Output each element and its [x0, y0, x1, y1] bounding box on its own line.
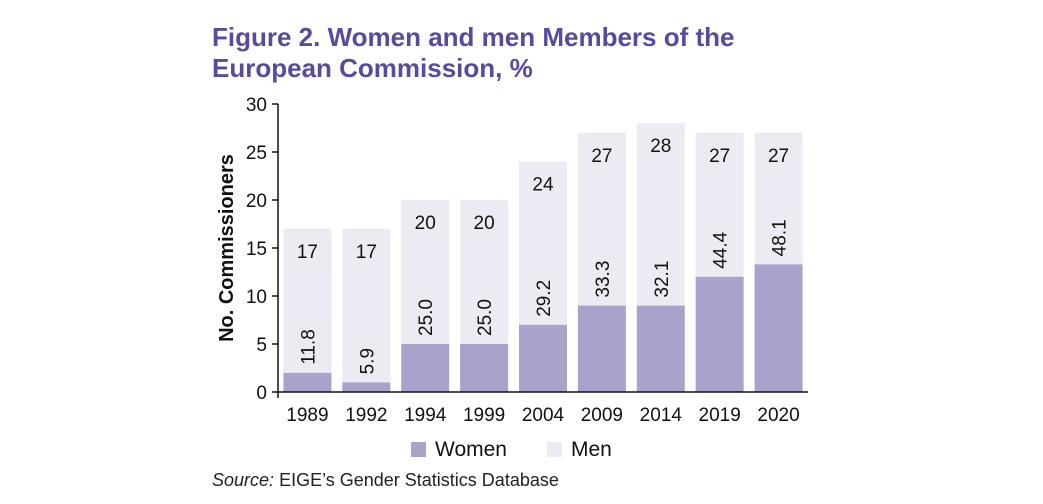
x-tick-label-2014: 2014: [640, 405, 683, 426]
bar-men-1999: [460, 200, 509, 344]
total-label-2009: 27: [591, 146, 612, 167]
y-tick-label-5: 5: [256, 335, 267, 356]
y-axis: 0 5 10 15 20 25 30: [246, 95, 808, 404]
y-tick-label-25: 25: [246, 143, 267, 164]
women-pct-label-2004: 29.2: [534, 280, 555, 317]
bar-women-1999: [460, 344, 509, 392]
bar-men-1994: [401, 200, 450, 344]
legend-label-women: Women: [435, 438, 507, 461]
women-pct-label-2014: 32.1: [652, 261, 673, 298]
total-label-2019: 27: [709, 146, 730, 167]
legend-label-men: Men: [571, 438, 612, 461]
total-label-2014: 28: [650, 136, 671, 157]
legend-swatch-women: [411, 442, 426, 457]
total-label-1992: 17: [356, 242, 377, 263]
source-text: EIGE’s Gender Statistics Database: [279, 470, 559, 490]
bar-men-2020: [754, 132, 803, 265]
women-pct-label-1989: 11.8: [298, 329, 319, 365]
chart-title: Figure 2. Women and men Members of the E…: [212, 22, 735, 83]
x-tick-label-1999: 1999: [463, 405, 505, 426]
women-pct-label-1999: 25.0: [475, 299, 496, 336]
bar-men-2004: [519, 161, 567, 325]
source-label: Source:: [212, 470, 275, 490]
x-tick-label-2020: 2020: [757, 405, 799, 426]
women-pct-label-1992: 5.9: [357, 348, 378, 374]
x-tick-label-2004: 2004: [522, 405, 565, 426]
bar-men-2019: [695, 132, 744, 277]
total-label-1999: 20: [474, 213, 495, 234]
bar-women-1989: [283, 372, 332, 392]
bar-men-1989: [283, 228, 332, 373]
bar-women-2020: [754, 264, 803, 392]
bars-group: 17 11.8 1989 17 5.9 1992 20 25.0 1994 20 25.0 1999 2…: [283, 123, 803, 426]
bar-women-2004: [519, 324, 567, 392]
bar-women-1994: [401, 344, 450, 392]
women-pct-label-2019: 44.4: [711, 231, 732, 268]
x-tick-label-2009: 2009: [581, 405, 623, 426]
x-tick-label-1992: 1992: [345, 405, 387, 426]
y-tick-label-20: 20: [246, 191, 267, 212]
bar-men-2009: [577, 132, 626, 306]
bar-women-2009: [577, 305, 626, 392]
total-label-1989: 17: [297, 242, 318, 263]
total-label-2004: 24: [532, 175, 554, 196]
legend: Women Men: [411, 438, 612, 461]
bar-women-2014: [636, 305, 685, 392]
x-tick-label-1989: 1989: [286, 405, 328, 426]
bar-men-1992: [342, 228, 391, 383]
y-tick-label-10: 10: [246, 287, 267, 308]
y-axis-title: No. Commissioners: [216, 154, 238, 342]
y-tick-label-15: 15: [246, 239, 267, 260]
total-label-1994: 20: [415, 213, 436, 234]
bar-women-2019: [695, 276, 744, 392]
x-tick-label-2019: 2019: [699, 405, 741, 426]
source-note: Source: EIGE’s Gender Statistics Databas…: [212, 470, 559, 491]
total-label-2020: 27: [768, 146, 789, 167]
y-tick-label-0: 0: [256, 383, 267, 404]
legend-swatch-men: [547, 442, 562, 457]
women-pct-label-2009: 33.3: [593, 261, 614, 298]
y-tick-label-30: 30: [246, 95, 267, 116]
bar-women-1992: [342, 382, 391, 392]
women-pct-label-1994: 25.0: [416, 299, 437, 336]
bar-men-2014: [636, 123, 685, 306]
women-pct-label-2020: 48.1: [770, 219, 791, 256]
x-tick-label-1994: 1994: [404, 405, 447, 426]
